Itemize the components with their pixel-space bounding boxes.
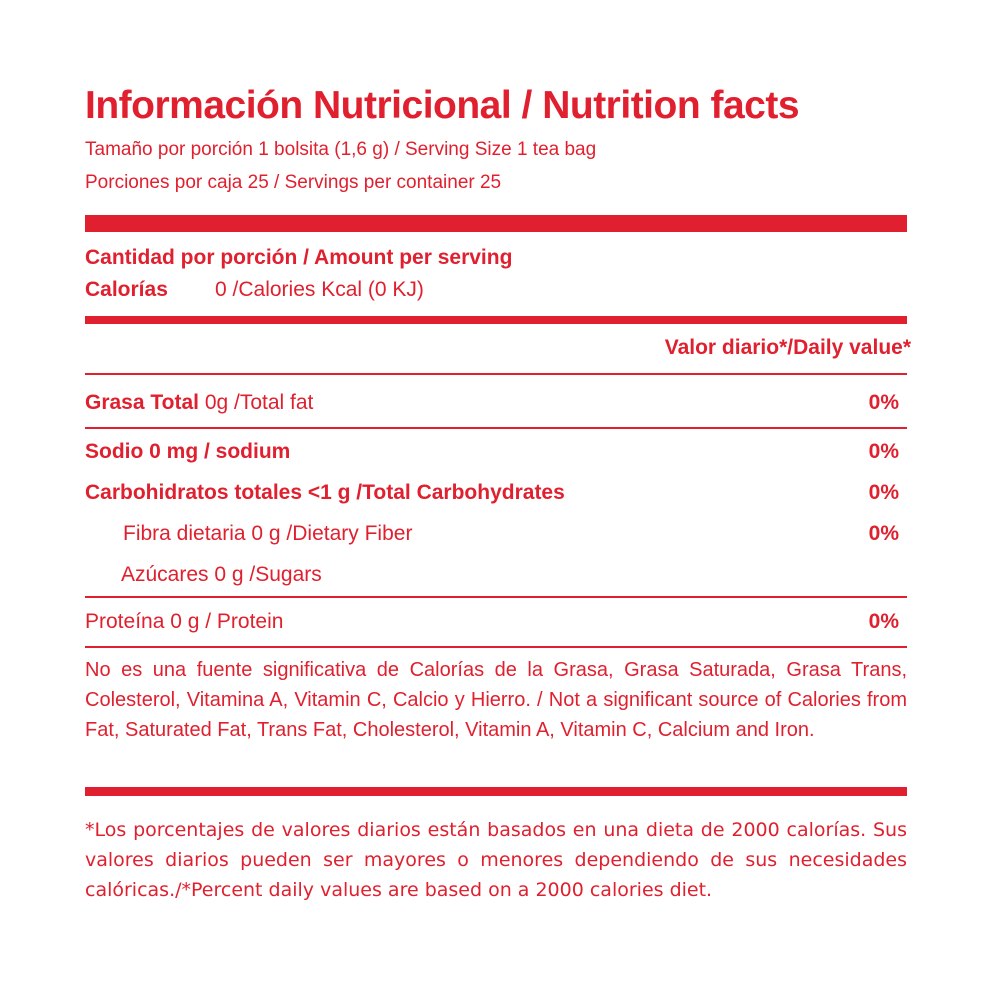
divider <box>85 373 907 375</box>
nutrient-detail: 0g /Total fat <box>198 391 314 414</box>
daily-value-footnote: *Los porcentajes de valores diarios está… <box>85 819 907 901</box>
thick-divider-top <box>85 215 907 232</box>
label-title: Información Nutricional / Nutrition fact… <box>85 84 800 127</box>
medium-divider <box>85 316 907 324</box>
nutrient-percent: 0% <box>868 522 899 545</box>
nutrient-percent: 0% <box>868 391 899 414</box>
divider <box>85 596 907 598</box>
nutrient-percent: 0% <box>868 481 899 504</box>
not-significant-note: No es una fuente significativa de Calorí… <box>85 659 907 741</box>
calories-label: Calorías <box>85 278 168 301</box>
serving-size: Tamaño por porción 1 bolsita (1,6 g) / S… <box>85 139 597 160</box>
thick-divider-bottom <box>85 787 907 796</box>
nutrient-row-fiber: Fibra dietaria 0 g /Dietary Fiber <box>123 522 413 545</box>
divider <box>85 427 907 429</box>
nutrient-percent: 0% <box>868 610 899 633</box>
calories-value: 0 /Calories Kcal (0 KJ) <box>215 278 424 301</box>
nutrient-name: Grasa Total <box>85 391 199 414</box>
amount-per-serving: Cantidad por porción / Amount per servin… <box>85 246 513 269</box>
nutrient-row-total-fat: Grasa Total 0g /Total fat <box>85 391 313 415</box>
nutrient-row-protein: Proteína 0 g / Protein <box>85 610 284 633</box>
nutrient-percent: 0% <box>868 440 899 463</box>
servings-per-container: Porciones por caja 25 / Servings per con… <box>85 172 502 193</box>
nutrient-row-carbohydrates: Carbohidratos totales <1 g /Total Carboh… <box>85 481 565 504</box>
divider <box>85 646 907 648</box>
nutrient-row-sugars: Azúcares 0 g /Sugars <box>121 563 322 586</box>
nutrient-row-sodium: Sodio 0 mg / sodium <box>85 440 291 463</box>
daily-value-header: Valor diario*/Daily value* <box>664 336 911 359</box>
